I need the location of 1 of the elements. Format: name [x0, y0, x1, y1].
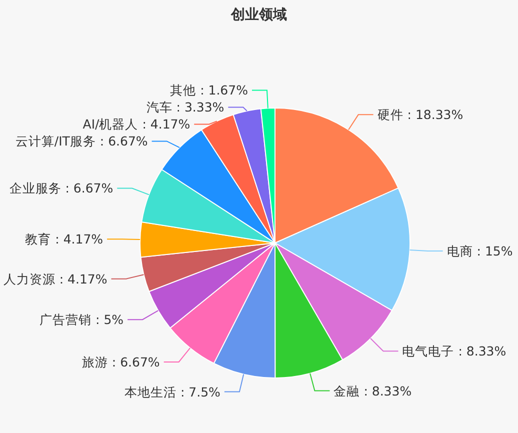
- chart-title: 创业领域: [230, 7, 287, 23]
